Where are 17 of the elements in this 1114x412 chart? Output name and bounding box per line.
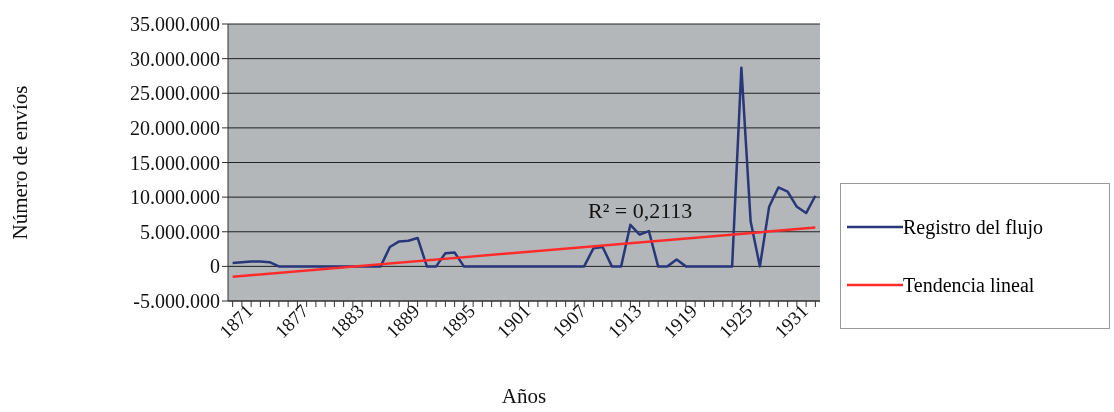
legend-label: Registro del flujo [903,215,1043,239]
x-tick-label: 1931 [770,300,812,343]
legend-label: Tendencia lineal [903,273,1035,297]
x-axis-title: Años [501,384,547,408]
line-series [231,66,817,268]
y-tick-label: 10.000.000 [130,186,220,209]
y-tick-label: 20.000.000 [130,116,220,139]
y-tick-label: 30.000.000 [130,47,220,70]
annotation: R² = 0,2113 [588,198,693,224]
y-axis-title: Número de envíos [8,85,33,240]
y-tick-label: -5.000.000 [133,290,220,313]
y-tick-label: 5.000.000 [140,220,220,243]
x-tick-label: 1901 [492,300,535,343]
y-tick-label: 35.000.000 [130,13,220,36]
y-tick-label: 25.000.000 [130,82,220,105]
y-tick-label: 0 [210,255,220,278]
y-tick-label: 15.000.000 [130,151,220,174]
